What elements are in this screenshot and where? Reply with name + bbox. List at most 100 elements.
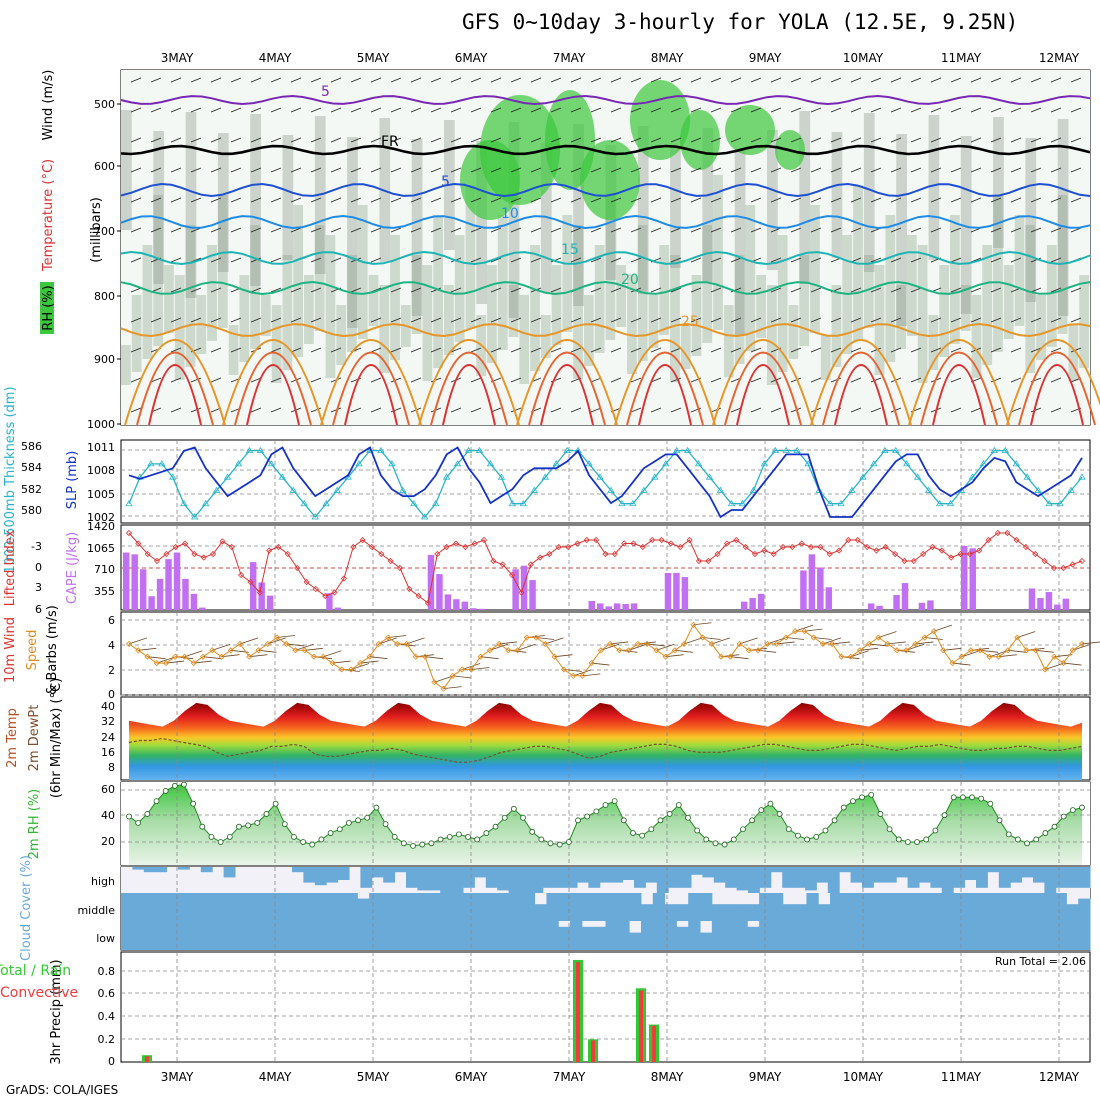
cloud-bar: [839, 867, 852, 873]
rh-marker: [868, 791, 875, 798]
wind-barb: [490, 167, 502, 173]
cape-bar: [334, 607, 342, 610]
wind-barb: [550, 227, 562, 233]
wind-speed-marker: [949, 660, 956, 667]
wind-barb: [810, 227, 822, 233]
wind-barb: [378, 637, 397, 645]
wind-barb: [150, 317, 162, 323]
cloud-bar: [203, 921, 217, 950]
lifted-index-marker: [667, 540, 674, 547]
wind-speed-marker: [468, 666, 475, 673]
wind-barb: [630, 227, 642, 233]
wind-barb: [517, 643, 536, 651]
rh-shade: [616, 265, 627, 327]
cloud-bar: [345, 921, 358, 950]
lifted-index-marker: [920, 550, 927, 558]
cloud-bar: [310, 893, 323, 921]
cloud-bar: [759, 921, 772, 950]
wind-barb: [767, 637, 786, 645]
cloud-bar: [723, 921, 736, 950]
wind-barb: [350, 287, 362, 293]
wind-barb: [170, 407, 182, 413]
wind-barb: [670, 167, 682, 173]
wind-speed-marker: [1069, 647, 1076, 654]
cloud-bar: [474, 867, 487, 878]
wind-barb: [270, 287, 282, 293]
rh-marker: [703, 836, 710, 843]
cloud-bar: [924, 921, 937, 950]
cloud-bar: [554, 867, 567, 888]
rh-shade: [271, 305, 282, 383]
thickness-marker: [705, 473, 714, 480]
rh-shade: [164, 265, 174, 333]
wind-barb: [570, 137, 582, 143]
cloud-bar: [215, 893, 228, 921]
wind-barb: [970, 317, 982, 323]
wind-barb: [410, 287, 422, 293]
wind-barb: [170, 77, 182, 83]
wind-speed-marker: [764, 640, 771, 647]
wind-barb: [128, 637, 148, 645]
wind-barb: [1030, 107, 1042, 113]
wind-barb: [710, 227, 722, 233]
wind-barb: [832, 641, 851, 645]
wind-barb: [790, 287, 802, 293]
axis-label: RH (%): [41, 285, 56, 330]
wind-barb: [410, 137, 422, 143]
wind-barb: [870, 257, 882, 263]
wind-barb: [450, 347, 462, 353]
thickness-marker: [651, 473, 659, 480]
wind-barb: [370, 227, 382, 233]
cloud-bar: [995, 893, 1008, 921]
day-label-bottom: 12MAY: [1039, 1070, 1080, 1084]
wind-barb: [610, 257, 622, 263]
wind-barb: [591, 662, 610, 666]
wind-barb: [690, 317, 702, 323]
wind-barb: [270, 137, 282, 143]
thickness-marker: [158, 460, 166, 467]
heat-dome-contour: [418, 339, 520, 426]
wind-barb: [690, 107, 702, 113]
cloud-bar: [971, 921, 985, 950]
wind-barb: [210, 197, 222, 203]
wind-barb: [550, 287, 562, 293]
thickness-marker: [563, 446, 571, 454]
wind-barb: [310, 107, 322, 113]
thickness-marker: [662, 460, 670, 467]
rh-shade: [960, 285, 971, 331]
cloud-bar: [645, 867, 658, 883]
wind-barb: [887, 641, 906, 645]
cloud-bar: [1019, 921, 1032, 950]
wind-barb: [830, 167, 842, 173]
wind-barb: [930, 227, 942, 233]
wind-barb: [369, 656, 388, 660]
wind-barb: [390, 347, 402, 353]
wind-barb: [250, 377, 262, 383]
cloud-bar: [995, 921, 1008, 950]
axis-label: Cloud Cover (%): [19, 855, 34, 961]
lifted-index-marker: [966, 550, 973, 558]
wind-barb: [890, 167, 902, 173]
wind-barb: [480, 656, 499, 660]
rh-shade: [659, 245, 670, 335]
cloud-bar: [428, 921, 441, 950]
wind-barb: [1070, 77, 1082, 83]
wind-speed-marker: [616, 647, 623, 654]
cloud-bar: [428, 867, 441, 891]
wind-barb: [890, 347, 902, 353]
rh-shade: [605, 195, 616, 340]
wind-barb: [390, 167, 402, 173]
y-tick-label: low: [96, 932, 115, 945]
cloud-bar: [250, 893, 264, 921]
wind-barb: [970, 407, 982, 413]
cloud-bar: [830, 893, 843, 921]
rh-shade: [734, 255, 745, 364]
wind-barb: [590, 407, 602, 413]
thickness-marker: [694, 460, 703, 467]
cloud-bar: [191, 921, 205, 950]
day-label-top: 12MAY: [1039, 51, 1080, 65]
wind-barb: [332, 660, 351, 664]
cloud-bar: [380, 893, 394, 921]
wind-barb: [830, 377, 842, 383]
